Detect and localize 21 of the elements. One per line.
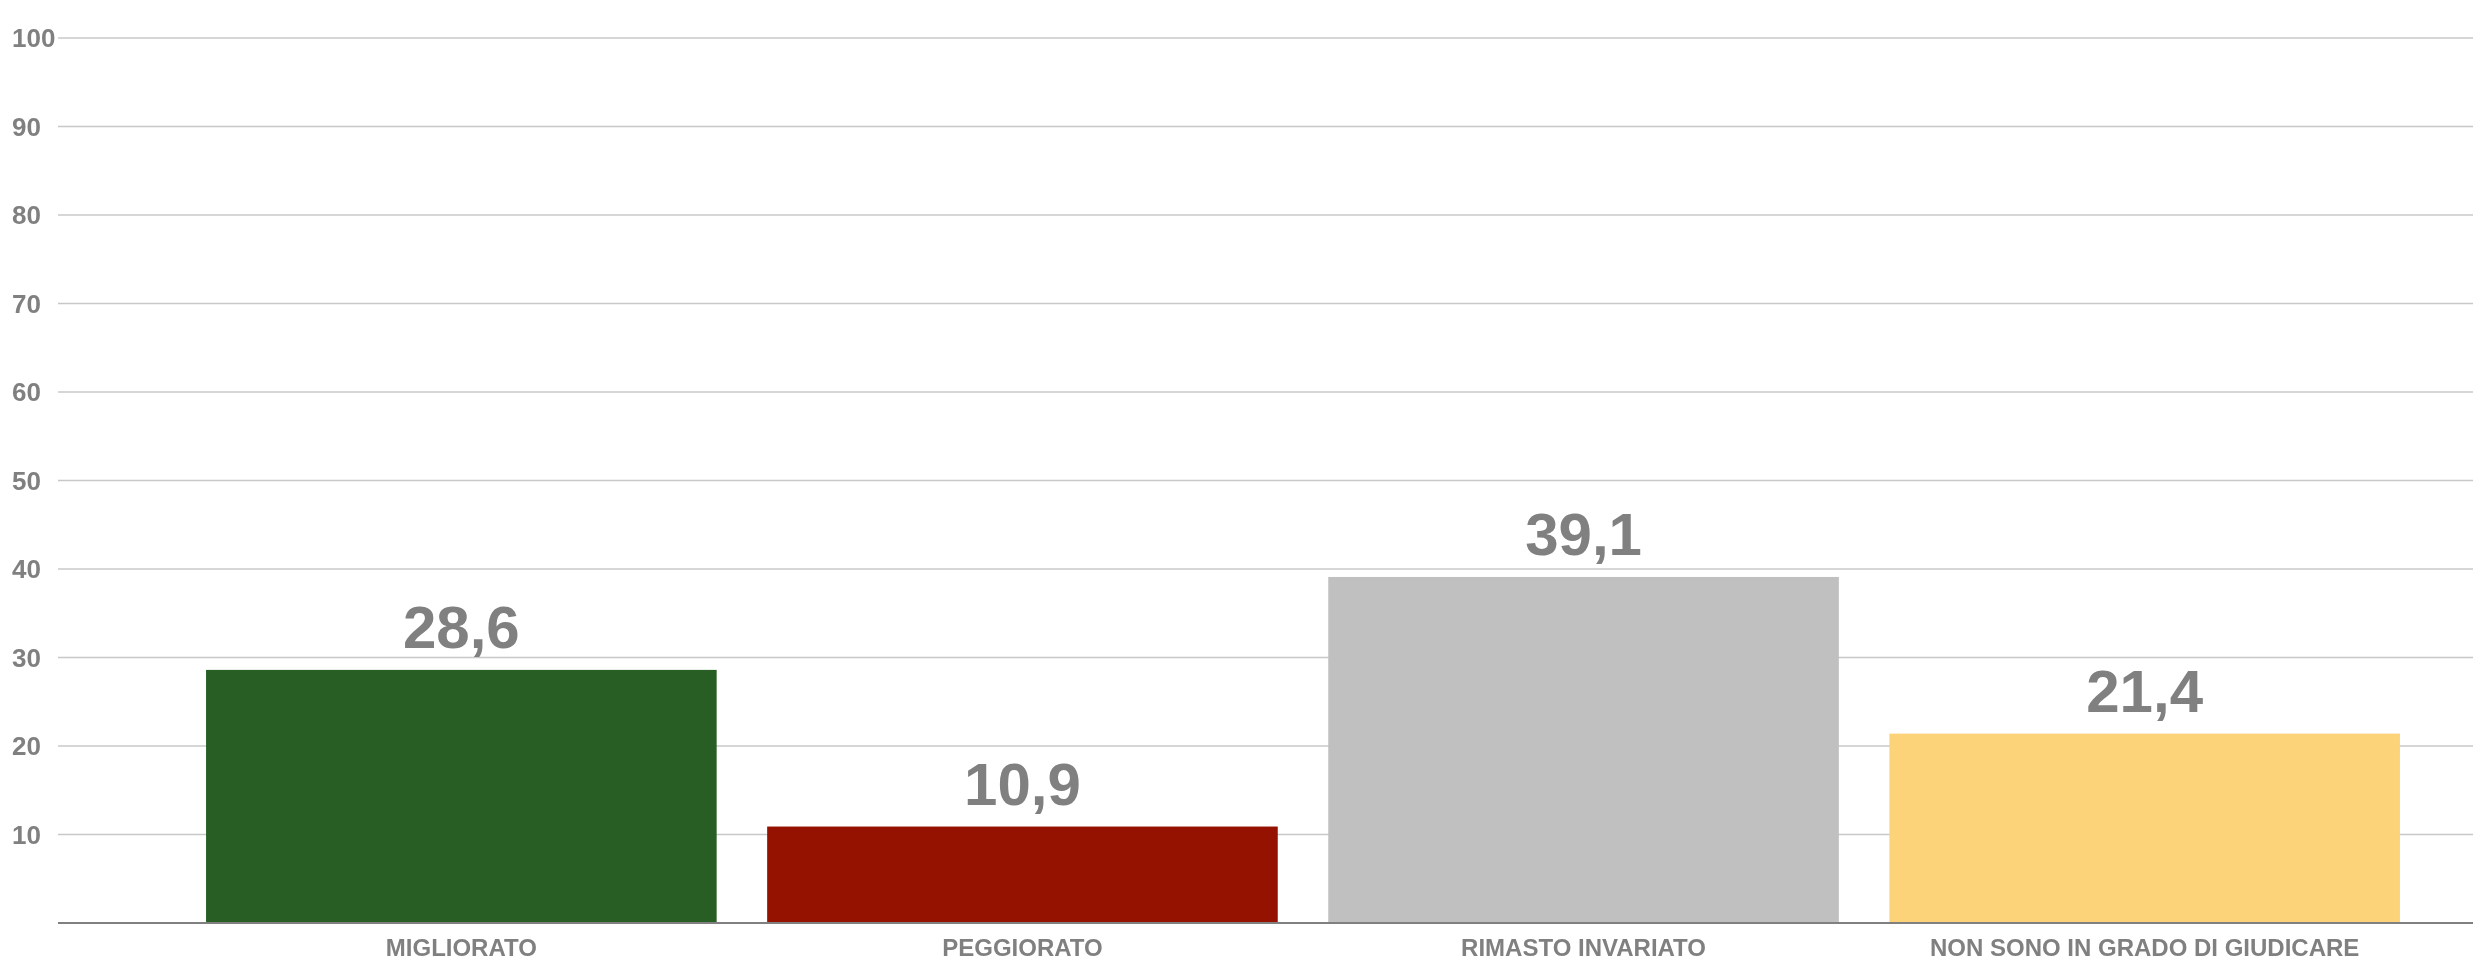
y-tick-label: 30 — [12, 642, 41, 673]
y-tick-label: 50 — [12, 465, 41, 496]
data-label: 21,4 — [2086, 657, 2204, 725]
x-tick-label: MIGLIORATO — [385, 934, 537, 962]
x-tick-label: RIMASTO INVARIATO — [1461, 934, 1706, 962]
y-tick-label: 40 — [12, 554, 41, 585]
y-tick-label: 100 — [12, 23, 56, 54]
x-tick-label: PEGGIORATO — [942, 934, 1103, 962]
bar — [206, 669, 717, 923]
x-tick-label: NON SONO IN GRADO DI GIUDICARE — [1929, 934, 2360, 962]
y-tick-label: 60 — [12, 377, 41, 408]
data-label: 39,1 — [1525, 500, 1642, 568]
y-tick-label: 10 — [12, 819, 41, 850]
y-tick-label: 70 — [12, 288, 41, 319]
bar — [767, 826, 1278, 923]
bar — [1889, 733, 2400, 923]
y-tick-label: 90 — [12, 111, 41, 142]
y-tick-label: 80 — [12, 200, 41, 231]
y-tick-label: 20 — [12, 731, 41, 762]
data-label: 10,9 — [964, 750, 1081, 818]
data-label: 28,6 — [402, 593, 520, 661]
